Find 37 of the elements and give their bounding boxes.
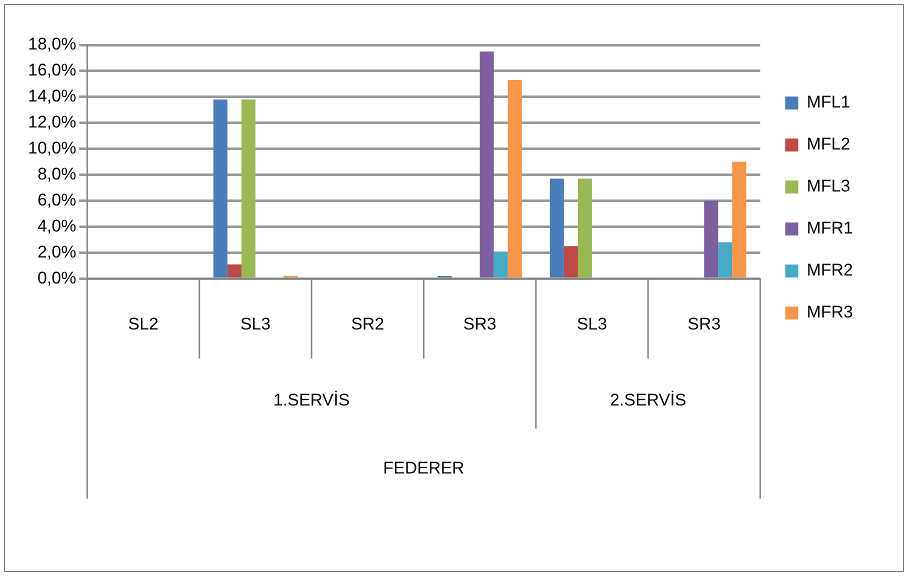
bar: [564, 246, 578, 278]
bar: [508, 80, 522, 278]
bar: [550, 178, 564, 278]
legend-label: MFL2: [806, 134, 850, 154]
bar: [718, 242, 732, 278]
y-tick-label: 16,0%: [28, 60, 76, 80]
legend-label: MFR3: [806, 302, 854, 322]
x-tick-label: SR2: [351, 314, 384, 334]
x-tick-label: SR3: [463, 314, 496, 334]
bar: [732, 162, 746, 278]
text: FEDERER: [383, 458, 464, 478]
legend-label: MFR1: [806, 218, 854, 238]
bar: [578, 178, 592, 278]
y-tick-label: 12,0%: [28, 112, 76, 132]
y-tick-label: 6,0%: [37, 190, 76, 210]
y-tick-label: 2,0%: [37, 242, 76, 262]
text: 1.SERVİS: [273, 390, 350, 410]
y-tick-label: 8,0%: [37, 164, 76, 184]
legend-label: MFL3: [806, 176, 850, 196]
y-tick-label: 14,0%: [28, 86, 76, 106]
x-tick-label: SR3: [688, 314, 721, 334]
x-tick-label: SL2: [128, 314, 158, 334]
bar: [241, 100, 256, 278]
x-tick-label: SL3: [240, 314, 271, 334]
bar: [704, 200, 718, 278]
bar: [227, 264, 242, 278]
y-tick-label: 0,0%: [37, 268, 76, 288]
text: 2.SERVİS: [610, 390, 686, 410]
bar: [494, 252, 508, 278]
legend-label: MFL1: [806, 92, 850, 112]
y-tick-label: 18,0%: [28, 34, 76, 54]
bar: [480, 51, 494, 278]
legend-label: MFR2: [806, 260, 854, 280]
y-tick-label: 4,0%: [37, 216, 76, 236]
y-tick-label: 10,0%: [28, 138, 76, 158]
x-tick-label: SL3: [576, 314, 608, 334]
bar: [213, 100, 228, 278]
